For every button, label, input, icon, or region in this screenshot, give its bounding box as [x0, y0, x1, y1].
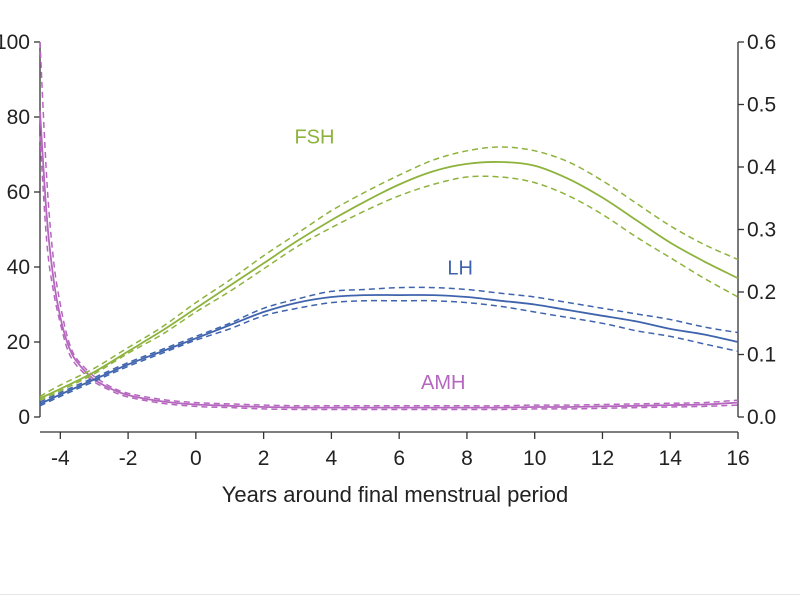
- y-left-tick-label: 100: [0, 31, 30, 54]
- y-left-tick-label: 20: [7, 331, 30, 354]
- x-tick-label: 12: [591, 447, 614, 470]
- series-lh: [39, 286, 739, 407]
- x-tick-label: 16: [726, 447, 749, 470]
- series-layer: [39, 41, 739, 411]
- y-left-tick-label: 60: [7, 181, 30, 204]
- x-tick-label: -4: [51, 447, 70, 470]
- y-right-tick-label: 0.6: [747, 31, 776, 54]
- series-lh-upper-ci: [39, 286, 739, 403]
- labels-layer: AMH LH FSH: [294, 126, 472, 394]
- y-right-tick-label: 0.3: [747, 219, 776, 242]
- x-tick-label: -2: [119, 447, 138, 470]
- series-fsh-upper-ci: [39, 146, 739, 398]
- series-label-lh: LH: [447, 258, 473, 280]
- bottom-divider: [0, 594, 800, 595]
- x-axis-title: Years around final menstrual period: [222, 482, 569, 507]
- y-right-tick-label: 0.1: [747, 344, 776, 367]
- x-tick-label: 8: [461, 447, 473, 470]
- series-amh-line: [39, 110, 739, 409]
- series-label-fsh: FSH: [294, 126, 334, 148]
- series-fsh-lower-ci: [39, 175, 739, 401]
- series-amh: [39, 41, 739, 411]
- series-lh-lower-ci: [39, 299, 739, 407]
- y-right-tick-label: 0.0: [747, 406, 776, 429]
- series-fsh-line: [39, 161, 739, 400]
- x-tick-label: 10: [523, 447, 546, 470]
- series-amh-lower-ci: [39, 135, 739, 411]
- x-tick-label: 2: [258, 447, 270, 470]
- series-amh-upper-ci: [39, 41, 739, 407]
- series-fsh: [39, 146, 739, 401]
- x-tick-label: 4: [326, 447, 338, 470]
- y-left-tick-label: 80: [7, 106, 30, 129]
- y-right-tick-label: 0.5: [747, 94, 776, 117]
- series-label-amh: AMH: [421, 372, 465, 394]
- axes: 0 20 40 60 80 100 0.0 0.1 0.2 0.3 0.4 0.5 0.6 -4 -2 0 2 4…: [0, 31, 777, 470]
- y-right-tick-label: 0.4: [747, 156, 777, 179]
- x-tick-label: 0: [190, 447, 202, 470]
- y-right-tick-label: 0.2: [747, 281, 776, 304]
- x-tick-label: 6: [393, 447, 405, 470]
- x-tick-label: 14: [659, 447, 683, 470]
- y-left-tick-label: 0: [18, 406, 30, 429]
- y-left-tick-label: 40: [7, 256, 30, 279]
- series-lh-line: [39, 294, 739, 405]
